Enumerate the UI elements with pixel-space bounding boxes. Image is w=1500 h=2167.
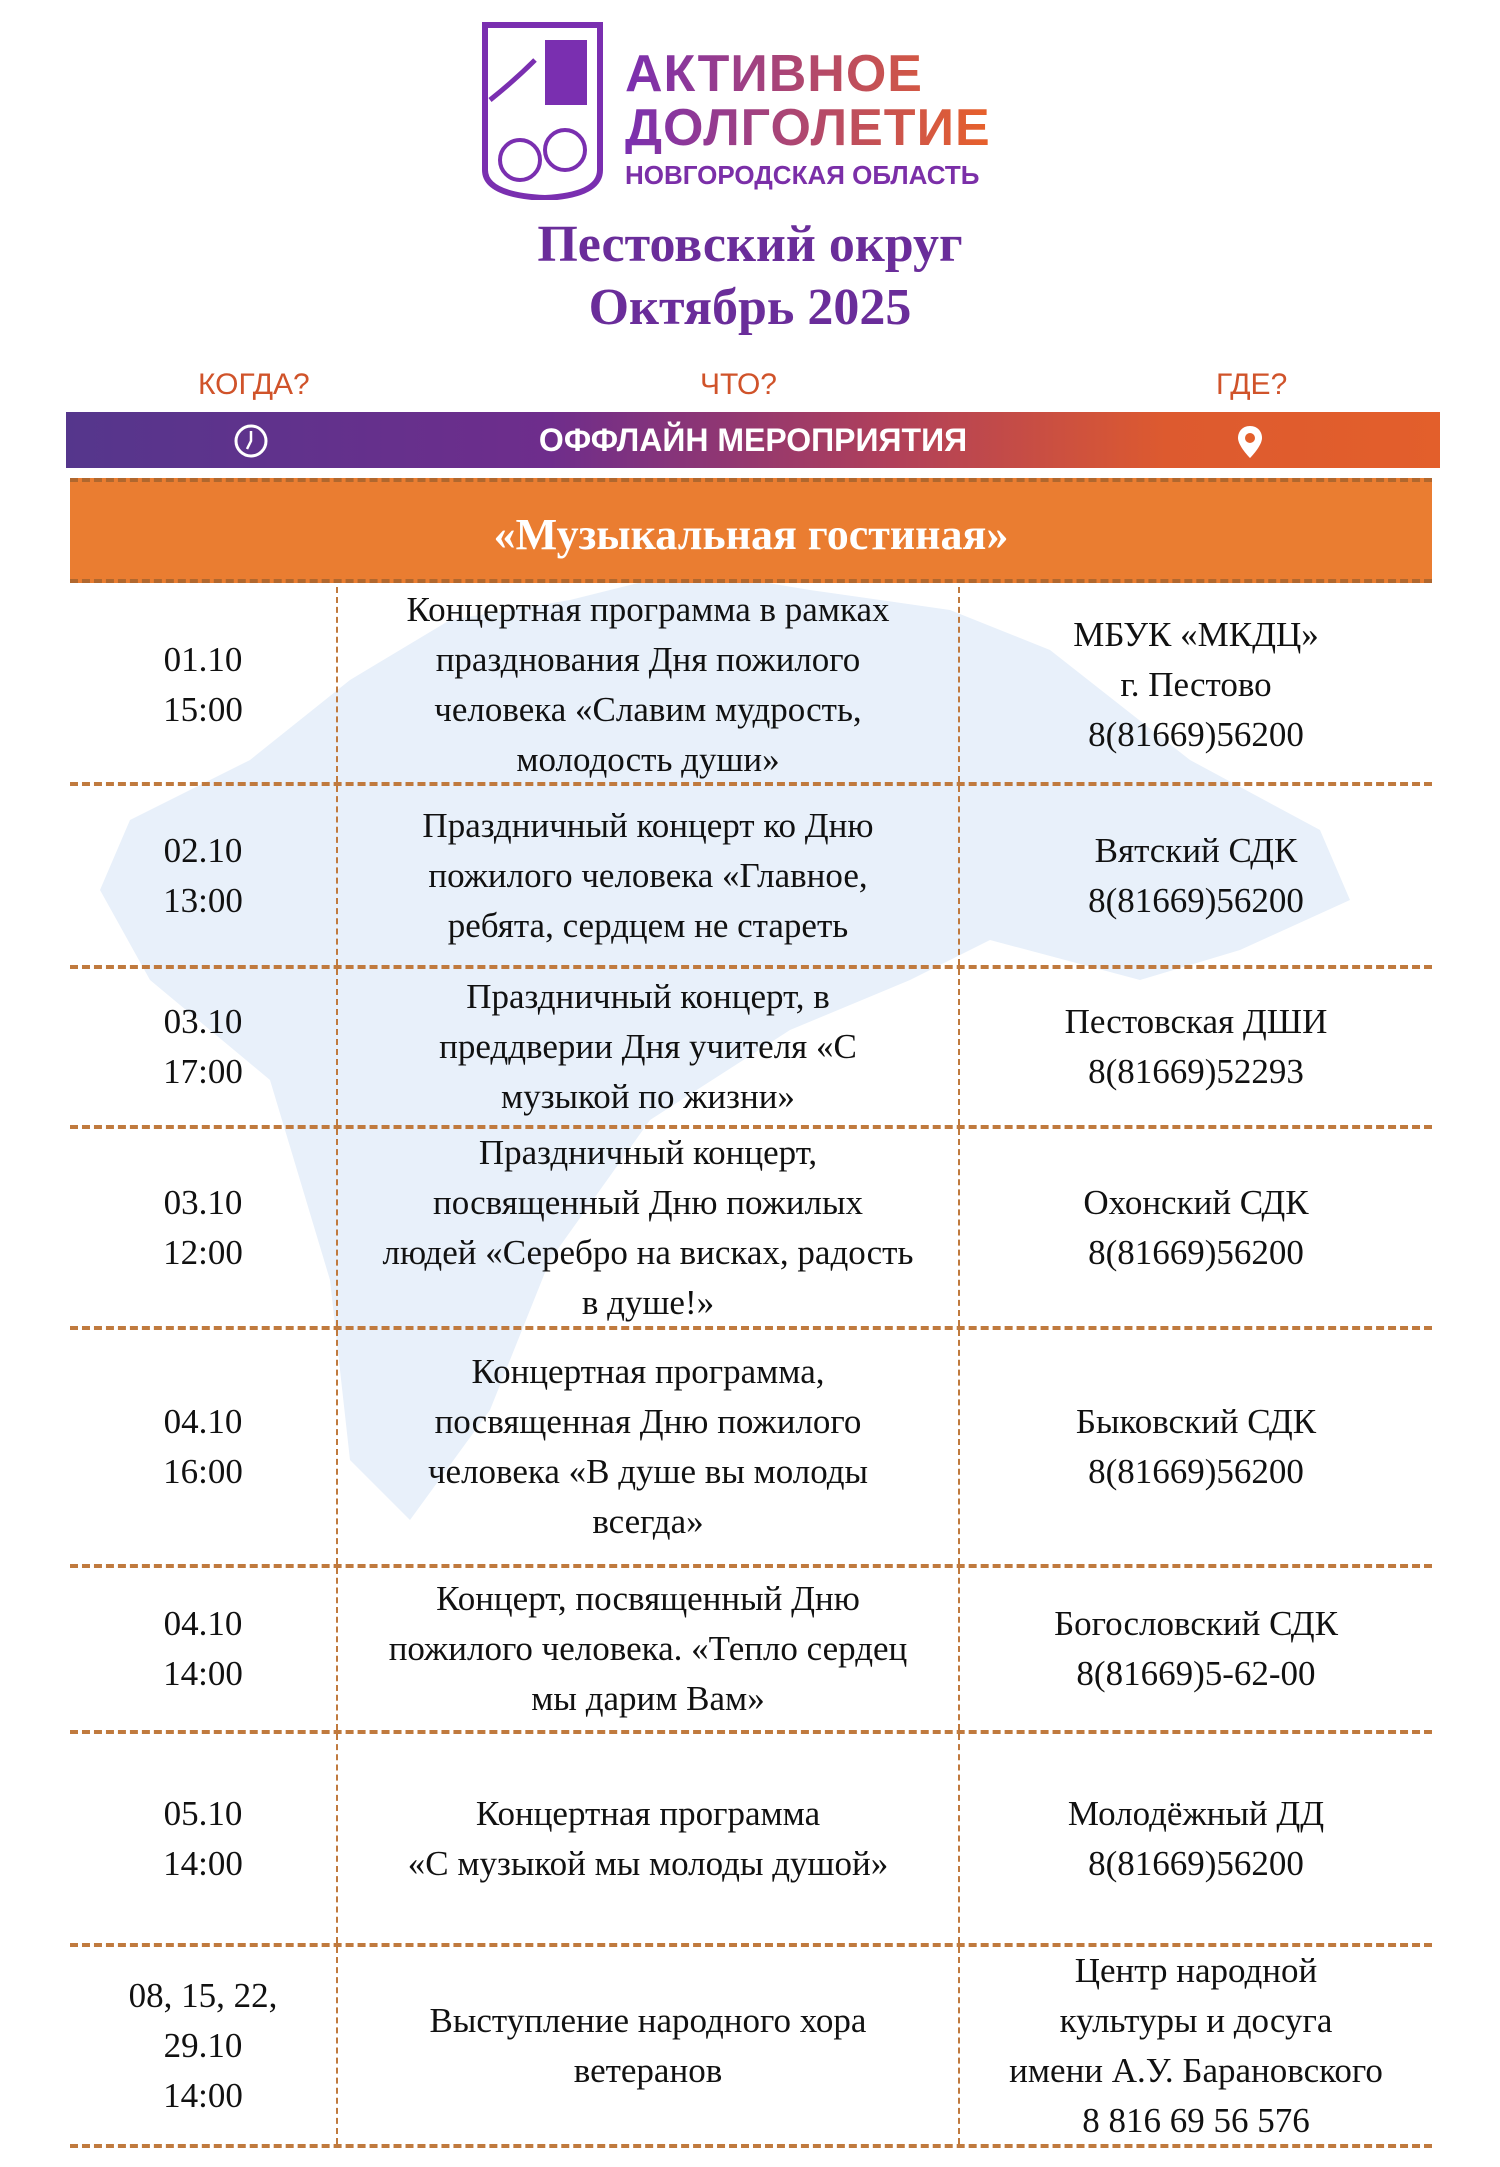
- event-where: Вятский СДК 8(81669)56200: [1088, 830, 1304, 920]
- event-row: 04.10 16:00 Концертная программа, посвяще…: [70, 1330, 1432, 1568]
- logo-line-3: НОВГОРОДСКАЯ ОБЛАСТЬ: [625, 160, 980, 190]
- section-title: «Музыкальная гостиная»: [70, 478, 1432, 583]
- event-row: 05.10 14:00 Концертная программа «С музык…: [70, 1734, 1432, 1947]
- event-what: Концертная программа, посвященная Дню по…: [338, 1330, 960, 1564]
- offline-events-band: ОФФЛАЙН МЕРОПРИЯТИЯ: [66, 412, 1440, 468]
- event-when: 02.10 13:00: [70, 786, 338, 965]
- clock-icon: [234, 424, 268, 458]
- event-row: 02.10 13:00 Праздничный концерт ко Дню по…: [70, 786, 1432, 969]
- column-when: КОГДА?: [198, 368, 310, 401]
- event-row: 04.10 14:00 Концерт, посвященный Дню пожи…: [70, 1568, 1432, 1734]
- event-row: 03.10 12:00 Праздничный концерт, посвящен…: [70, 1129, 1432, 1330]
- column-where: ГДЕ?: [1216, 368, 1288, 401]
- logo-emblem: [482, 22, 603, 200]
- event-when: 03.10 12:00: [70, 1129, 338, 1326]
- event-when: 04.10 16:00: [70, 1330, 338, 1564]
- event-row: 08, 15, 22, 29.10 14:00 Выступление народ…: [70, 1947, 1432, 2148]
- event-row: 01.10 15:00 Концертная программа в рамках…: [70, 587, 1432, 786]
- event-when: 05.10 14:00: [70, 1734, 338, 1943]
- event-what: Праздничный концерт, посвященный Дню пож…: [338, 1129, 960, 1326]
- event-where: Богословский СДК 8(81669)5-62-00: [1054, 1604, 1338, 1693]
- band-label: ОФФЛАЙН МЕРОПРИЯТИЯ: [538, 422, 968, 458]
- event-when: 04.10 14:00: [70, 1568, 338, 1730]
- event-where: Молодёжный ДД 8(81669)56200: [1067, 1793, 1325, 1883]
- district-title: Пестовский округ: [537, 216, 963, 273]
- event-what: Выступление народного хора ветеранов: [338, 1947, 960, 2144]
- event-where: Охонский СДК 8(81669)56200: [1083, 1182, 1309, 1272]
- event-when: 08, 15, 22, 29.10 14:00: [70, 1947, 338, 2144]
- event-what: Праздничный концерт, в преддверии Дня уч…: [338, 969, 960, 1125]
- logo-line-1: АКТИВНОЕ: [625, 48, 991, 100]
- month-title: Октябрь 2025: [588, 279, 912, 336]
- event-where: Пестовская ДШИ 8(81669)52293: [1064, 1002, 1328, 1091]
- event-where: Быковский СДК 8(81669)56200: [1075, 1402, 1317, 1491]
- logo-text: АКТИВНОЕ ДОЛГОЛЕТИЕ НОВГОРОДСКАЯ ОБЛАСТЬ: [625, 48, 991, 188]
- event-what: Праздничный концерт ко Дню пожилого чело…: [338, 786, 960, 965]
- region-map-watermark: [100, 570, 1350, 1520]
- event-when: 03.10 17:00: [70, 969, 338, 1125]
- event-where: Центр народной культуры и досуга имени А…: [1009, 1950, 1383, 2140]
- event-where: МБУК «МКДЦ» г. Пестово 8(81669)56200: [1073, 614, 1319, 754]
- event-row: 03.10 17:00 Праздничный концерт, в преддв…: [70, 969, 1432, 1129]
- event-what: Концертная программа в рамках празднован…: [338, 587, 960, 782]
- map-pin-icon: [1238, 426, 1262, 458]
- logo-line-2: ДОЛГОЛЕТИЕ: [625, 99, 991, 157]
- event-when: 01.10 15:00: [70, 587, 338, 782]
- event-what: Концертная программа «С музыкой мы молод…: [338, 1734, 960, 1943]
- event-what: Концерт, посвященный Дню пожилого челове…: [338, 1568, 960, 1730]
- column-what: ЧТО?: [700, 368, 777, 401]
